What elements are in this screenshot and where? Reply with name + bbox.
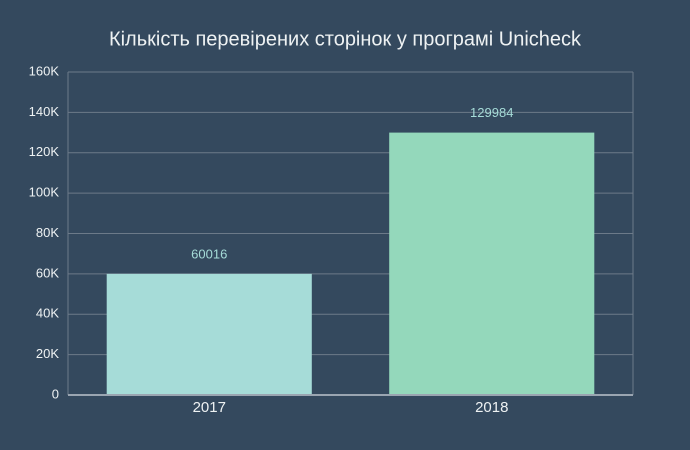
y-tick-label: 40K bbox=[36, 306, 59, 321]
chart-title: Кількість перевірених сторінок у програм… bbox=[109, 28, 582, 50]
x-tick-label: 2018 bbox=[475, 399, 508, 416]
data-label: 129984 bbox=[470, 105, 513, 120]
y-tick-label: 160K bbox=[29, 63, 60, 78]
bar bbox=[389, 132, 595, 396]
y-tick-label: 80K bbox=[36, 225, 59, 240]
y-tick-label: 0 bbox=[52, 386, 59, 401]
y-tick-label: 140K bbox=[29, 104, 60, 119]
y-tick-label: 100K bbox=[29, 185, 60, 200]
y-tick-label: 20K bbox=[36, 346, 59, 361]
data-label: 60016 bbox=[191, 246, 227, 261]
bar bbox=[106, 273, 312, 395]
y-tick-label: 120K bbox=[29, 144, 60, 159]
x-tick-label: 2017 bbox=[193, 399, 226, 416]
y-tick-label: 60K bbox=[36, 265, 59, 280]
